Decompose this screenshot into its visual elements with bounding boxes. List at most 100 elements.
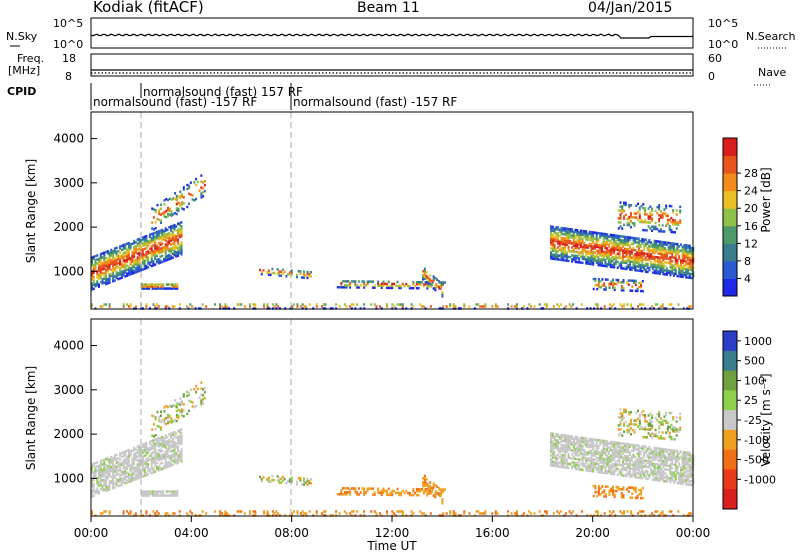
power-cell [168,307,171,310]
velocity-cell [592,452,595,455]
velocity-cell [592,440,595,443]
velocity-cell [159,462,162,465]
power-cell [178,229,181,233]
power-cell [639,269,642,273]
velocity-cell [690,465,693,469]
velocity-cell [163,422,166,425]
power-cell [473,307,476,310]
power-cell [616,234,619,238]
velocity-cell [180,458,183,461]
velocity-cell [638,423,641,427]
power-cell [154,247,157,250]
power-cell [678,271,681,274]
power-cell [106,266,109,269]
power-cell [685,248,688,251]
power-cell [177,248,180,251]
velocity-cell [161,437,164,441]
velocity-cell [555,456,558,460]
power-cell [134,266,137,270]
velocity-cell [596,494,599,498]
velocity-cell [606,458,609,461]
velocity-cell [670,411,673,415]
velocity-cell [661,431,664,434]
velocity-cell [174,492,177,495]
power-cell [650,245,653,248]
power-cell [664,251,667,254]
power-cell [632,262,635,266]
velocity-cell [276,475,279,478]
velocity-cell [650,448,653,451]
velocity-cell [678,480,681,483]
velocity-cell [623,408,626,412]
power-cell [101,280,104,283]
power-cell [299,270,302,273]
velocity-cell [610,487,613,491]
velocity-cell [676,455,679,459]
power-cell [637,243,640,247]
power-cell [278,274,281,277]
velocity-cell [590,451,593,455]
power-cell [98,267,101,271]
velocity-cell [198,396,201,399]
velocity-cell [385,489,388,493]
velocity-cell [636,466,639,469]
velocity-cell [278,481,281,484]
power-cell [588,260,591,264]
power-cell [557,228,560,231]
power-cell [308,274,311,278]
velocity-cell [593,438,596,441]
velocity-cell [611,470,614,474]
power-cell [449,303,452,306]
power-cell [553,249,556,253]
velocity-cell [651,424,654,428]
power-cell [98,273,101,276]
velocity-cell [629,486,632,489]
power-cell [103,261,106,264]
power-cell [609,263,612,267]
power-cell [550,247,553,250]
power-cell [613,258,616,261]
power-cell [595,245,598,249]
power-cell [178,231,181,235]
velocity-cell [685,479,688,482]
velocity-cell [106,457,109,460]
power-cell [636,261,639,264]
velocity-cell [275,510,278,513]
power-cell [382,284,385,288]
velocity-cell [606,472,609,475]
power-cell [661,224,664,227]
power-cell [127,245,130,249]
power-cell [672,218,675,222]
power-cell [585,262,588,265]
velocity-cell [671,477,674,480]
velocity-cell [672,481,675,484]
velocity-cell [108,462,111,465]
power-cell [150,238,153,242]
velocity-cell [553,442,556,446]
velocity-cell [670,435,673,439]
power-cell [637,305,640,308]
nsky-tick-top: 10^5 [53,17,83,30]
power-cell [168,197,171,201]
velocity-cell [175,462,178,465]
velocity-cell [662,453,665,457]
power-cell [301,307,304,310]
power-cell [291,305,294,308]
power-cell [205,305,208,308]
velocity-cell [439,492,442,496]
power-cell [583,241,586,245]
power-cell [669,241,672,245]
velocity-cell [662,449,665,453]
power-cell [595,237,598,241]
power-cell [168,213,171,217]
power-cell [553,229,556,233]
velocity-cell [597,456,600,460]
velocity-cell [602,449,605,453]
velocity-cell [170,450,173,453]
velocity-cell [195,404,198,408]
velocity-cell [600,451,603,454]
power-cell [163,211,166,214]
velocity-cell [595,462,598,466]
velocity-cell [363,489,366,492]
velocity-cell [639,446,642,450]
